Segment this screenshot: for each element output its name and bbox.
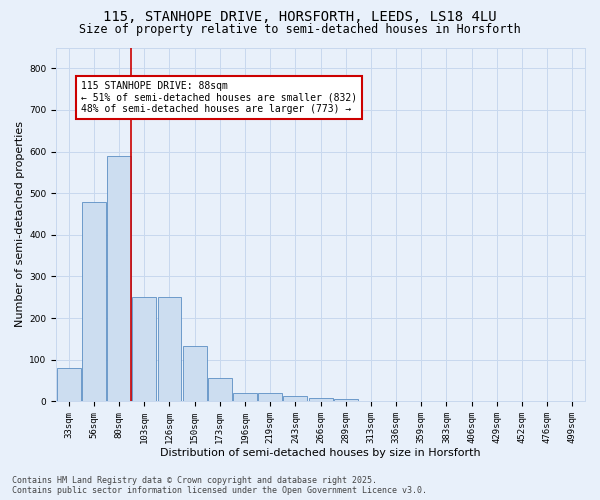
Text: Contains HM Land Registry data © Crown copyright and database right 2025.
Contai: Contains HM Land Registry data © Crown c…	[12, 476, 427, 495]
Bar	[57, 368, 80, 402]
Bar	[158, 298, 181, 402]
Bar	[133, 298, 156, 402]
Y-axis label: Number of semi-detached properties: Number of semi-detached properties	[15, 122, 25, 328]
X-axis label: Distribution of semi-detached houses by size in Horsforth: Distribution of semi-detached houses by …	[160, 448, 481, 458]
Text: 115, STANHOPE DRIVE, HORSFORTH, LEEDS, LS18 4LU: 115, STANHOPE DRIVE, HORSFORTH, LEEDS, L…	[103, 10, 497, 24]
Bar	[334, 400, 358, 402]
Bar	[308, 398, 332, 402]
Text: 115 STANHOPE DRIVE: 88sqm
← 51% of semi-detached houses are smaller (832)
48% of: 115 STANHOPE DRIVE: 88sqm ← 51% of semi-…	[82, 81, 358, 114]
Text: Size of property relative to semi-detached houses in Horsforth: Size of property relative to semi-detach…	[79, 22, 521, 36]
Bar	[283, 396, 307, 402]
Bar	[82, 202, 106, 402]
Bar	[182, 346, 206, 402]
Bar	[107, 156, 131, 402]
Bar	[258, 393, 282, 402]
Bar	[208, 378, 232, 402]
Bar	[233, 393, 257, 402]
